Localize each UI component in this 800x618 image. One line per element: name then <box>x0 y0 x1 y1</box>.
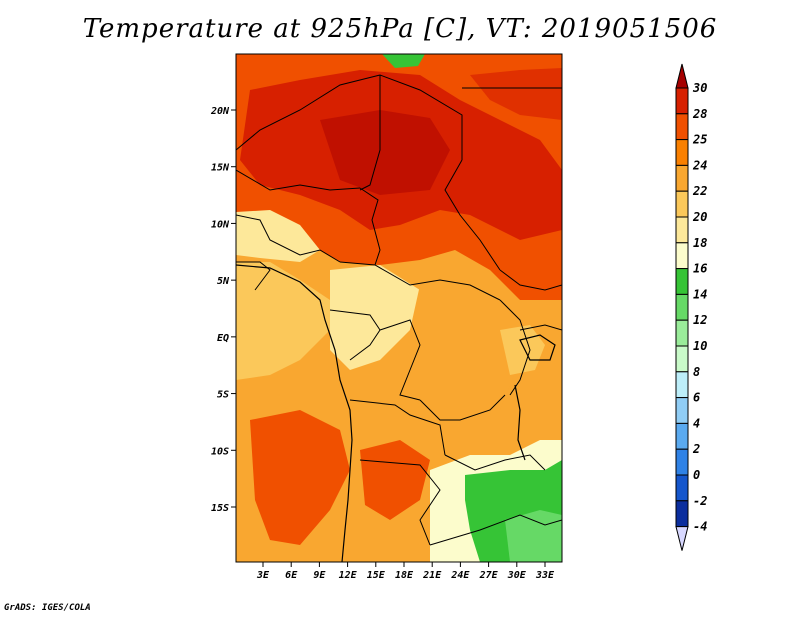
lon-tick-label: 12E <box>339 570 358 581</box>
grads-credit: GrADS: IGES/COLA <box>4 603 91 613</box>
border-13 <box>419 394 506 421</box>
border-4 <box>359 75 381 191</box>
colorbar-label: 12 <box>693 313 707 327</box>
border-12 <box>379 319 421 401</box>
colorbar-label: 10 <box>693 339 707 353</box>
lon-tick-label: 33E <box>535 570 555 581</box>
lon-tick-label: 24E <box>450 570 470 581</box>
lon-tick-label: 15E <box>367 570 386 581</box>
field-central-light <box>330 265 420 370</box>
colorbar-label: -2 <box>693 494 707 508</box>
lake-tanganyika <box>514 384 526 461</box>
border-18 <box>499 299 531 396</box>
colorbar-segment <box>675 242 689 270</box>
lon-tick-label: 21E <box>422 570 442 581</box>
coastline <box>236 264 556 562</box>
field-south-central-hot <box>360 440 430 520</box>
longitude-axis: 3E 6E 9E 12E 15E 18E 21E 24E 27E 30E 33E <box>256 562 555 581</box>
colorbar-label: 8 <box>693 365 700 379</box>
field-north-green <box>382 54 425 68</box>
lat-tick-label: 15N <box>211 163 230 174</box>
atlantic-coast <box>236 264 353 562</box>
lat-tick-label: 10S <box>211 446 229 457</box>
field-northeast-hot <box>470 68 562 120</box>
border-2 <box>379 74 463 160</box>
colorbar-label: 25 <box>692 133 707 147</box>
field-sahara-core <box>320 110 450 195</box>
lat-tick-label: 15S <box>211 503 229 514</box>
colorbar-segment <box>675 319 689 347</box>
colorbar-segment <box>675 371 689 399</box>
lake-victoria <box>519 334 556 361</box>
colorbar-segment <box>675 216 689 244</box>
colorbar-label: 18 <box>693 236 707 250</box>
border-17 <box>429 514 562 546</box>
lat-tick-label: 5N <box>217 276 230 287</box>
colorbar-segment <box>675 164 689 192</box>
lat-tick-label: EQ <box>217 333 229 344</box>
border-5 <box>236 169 361 191</box>
border-19 <box>519 324 562 331</box>
colorbar-segment <box>675 113 689 141</box>
lon-tick-label: 27E <box>479 570 499 581</box>
temperature-field <box>236 54 562 562</box>
colorbar-segment <box>675 422 689 450</box>
colorbar-segment <box>675 293 689 321</box>
colorbar-label: 28 <box>692 107 707 121</box>
lat-tick-label: 10N <box>211 219 230 230</box>
colorbar-label: -4 <box>693 520 707 534</box>
colorbar-segment <box>675 397 689 424</box>
lon-tick-label: 6E <box>285 570 298 581</box>
lon-tick-label: 30E <box>507 570 527 581</box>
colorbar-label: 20 <box>692 210 707 224</box>
country-borders <box>236 74 562 546</box>
colorbar-segment <box>675 190 689 218</box>
colorbar-label: 30 <box>692 81 707 95</box>
colorbar-label: 24 <box>692 158 707 172</box>
colorbar-label: 6 <box>693 391 700 405</box>
border-15 <box>444 454 546 471</box>
lat-tick-label: 20N <box>210 106 230 117</box>
lon-tick-label: 9E <box>313 570 326 581</box>
border-7 <box>444 159 501 271</box>
border-6 <box>359 187 381 266</box>
lon-tick-label: 18E <box>395 570 414 581</box>
colorbar-label: 22 <box>692 184 707 198</box>
lat-tick-label: 5S <box>217 390 229 401</box>
border-10 <box>339 261 501 301</box>
field-east-highlands <box>500 325 545 375</box>
map-frame <box>235 53 563 563</box>
field-southwest-hot <box>250 410 350 545</box>
chart-title: Temperature at 925hPa [C], VT: 201905150… <box>82 14 718 44</box>
border-20 <box>236 261 271 291</box>
border-16 <box>359 459 441 546</box>
border-9 <box>236 214 341 263</box>
colorbar-top-arrow <box>675 63 689 89</box>
field-congo-basin <box>410 280 520 430</box>
colorbar-segment <box>675 268 689 295</box>
colorbar-segment <box>675 87 689 115</box>
border-1 <box>236 74 381 151</box>
colorbar-label: 0 <box>693 468 700 482</box>
colorbar-segment <box>675 139 689 166</box>
colorbar-label: 14 <box>693 287 707 301</box>
colorbar-segment <box>675 474 689 502</box>
field-guinea-coast <box>236 210 320 262</box>
colorbar-label: 16 <box>693 262 707 276</box>
lon-tick-label: 3E <box>256 570 270 581</box>
field-southeast-light-green <box>505 510 562 562</box>
colorbar-segment <box>675 448 689 476</box>
colorbar-label: 4 <box>693 416 700 430</box>
colorbar-label: 2 <box>692 442 700 456</box>
field-west-coast <box>236 262 330 380</box>
border-8 <box>499 269 562 291</box>
border-14 <box>349 399 446 456</box>
colorbar-segment <box>675 345 689 373</box>
colorbar-segment <box>675 500 689 528</box>
latitude-axis: 20N 15N 10N 5N EQ 5S 10S 15S <box>210 106 236 514</box>
colorbar-bottom-arrow <box>675 526 689 551</box>
